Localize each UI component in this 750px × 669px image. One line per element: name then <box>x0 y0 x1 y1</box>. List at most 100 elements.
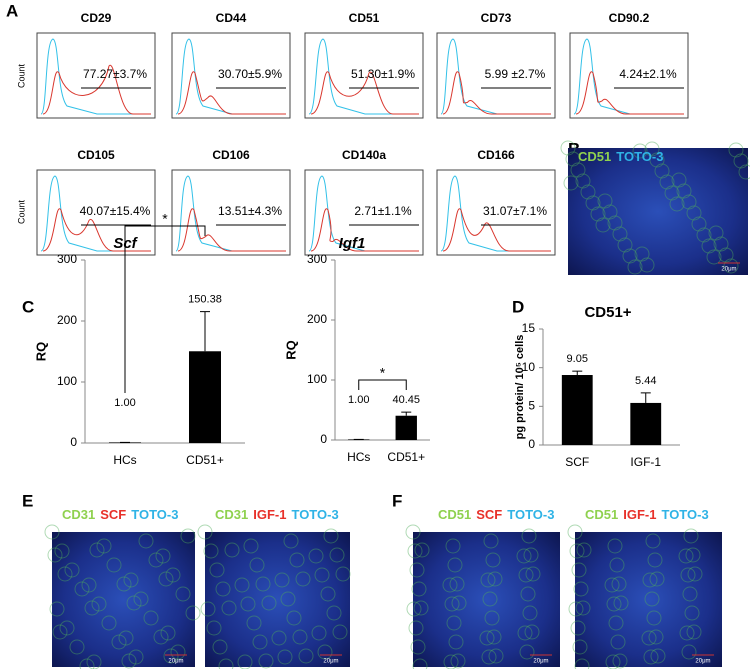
cell <box>323 528 339 544</box>
cell <box>59 620 75 636</box>
cell <box>106 557 122 573</box>
scale-label: 20μm <box>323 659 338 665</box>
cell <box>678 548 694 564</box>
stain-name: SCF <box>100 507 126 522</box>
plot-frame <box>436 32 556 119</box>
cell <box>570 620 586 636</box>
cell <box>277 649 293 665</box>
marker-title: CD51 <box>349 11 380 25</box>
significance-mark: * <box>162 211 168 227</box>
cell <box>520 586 536 602</box>
cell <box>479 630 495 646</box>
cell <box>252 634 268 650</box>
cell <box>617 237 633 253</box>
cell <box>572 639 588 655</box>
y-tick-label: 200 <box>307 312 327 326</box>
cell <box>608 615 624 631</box>
y-tick-label: 0 <box>528 437 535 451</box>
cell <box>407 543 423 559</box>
cell <box>573 581 589 597</box>
cell <box>708 225 724 241</box>
cell <box>691 216 707 232</box>
cell <box>96 538 112 554</box>
cell <box>133 591 149 607</box>
cell <box>197 524 213 540</box>
cell <box>569 543 585 559</box>
cell <box>123 572 139 588</box>
stain-name: TOTO-3 <box>507 507 554 522</box>
cell <box>585 195 601 211</box>
cell <box>317 644 333 660</box>
stat-label: 31.07±7.1% <box>483 204 547 218</box>
cell <box>611 576 627 592</box>
cell <box>733 153 749 169</box>
stain-name: CD51 <box>585 507 618 522</box>
cell <box>148 552 164 568</box>
cell <box>74 581 90 597</box>
cell <box>488 648 504 664</box>
stain-legend: CD51 IGF-1 TOTO-3 <box>585 507 709 522</box>
cell <box>682 586 698 602</box>
cell <box>634 246 650 262</box>
bar <box>561 375 593 445</box>
bar <box>189 351 221 443</box>
scale-label: 20μm <box>721 267 736 273</box>
cell <box>44 524 60 540</box>
plot-frame <box>171 32 291 119</box>
cell <box>442 577 458 593</box>
cell <box>234 577 250 593</box>
cell <box>718 247 734 263</box>
y-axis-label: RQ <box>283 340 298 360</box>
cell <box>486 629 502 645</box>
cell <box>687 566 703 582</box>
cell <box>713 236 729 252</box>
stain-name: TOTO-3 <box>616 149 663 164</box>
cell <box>481 649 497 665</box>
cell <box>413 600 429 616</box>
histogram-sample <box>442 208 551 252</box>
stain-legend: CD51 TOTO-3 <box>578 149 663 164</box>
cell <box>54 543 70 559</box>
x-tick-label: CD51+ <box>387 450 425 464</box>
cell <box>517 625 533 641</box>
micrograph <box>575 532 722 667</box>
cell <box>683 528 699 544</box>
histogram-control <box>175 175 286 252</box>
marker-title: CD90.2 <box>609 11 650 25</box>
plot-frame <box>304 32 424 119</box>
cell <box>650 648 666 664</box>
y-axis-label: pg protein/ 10⁵ cells <box>514 335 526 440</box>
y-tick-label: 10 <box>522 360 536 374</box>
cell <box>563 175 579 191</box>
cell <box>89 542 105 558</box>
cell <box>47 547 63 563</box>
plot-frame <box>436 169 556 256</box>
stain-legend: CD31 IGF-1 TOTO-3 <box>215 507 339 522</box>
histogram-sample <box>42 208 151 252</box>
cell <box>258 653 274 669</box>
x-tick-label: HCs <box>113 453 136 467</box>
plot-frame <box>36 32 156 119</box>
cell <box>648 629 664 645</box>
cell <box>203 543 219 559</box>
cell <box>158 571 174 587</box>
cell <box>212 639 228 655</box>
cell <box>604 577 620 593</box>
cell <box>523 547 539 563</box>
value-label: 5.44 <box>635 375 656 387</box>
stat-label: 5.99 ±2.7% <box>485 67 546 81</box>
cell <box>686 205 702 221</box>
stain-name: CD51 <box>578 149 611 164</box>
plot-frame <box>36 169 156 256</box>
cell <box>576 542 592 558</box>
cell <box>450 653 466 669</box>
cell <box>286 610 302 626</box>
cell <box>669 196 685 212</box>
cell <box>613 595 629 611</box>
cell <box>649 571 665 587</box>
chart-title: Igf1 <box>339 235 366 252</box>
stain-legend: CD31 SCF TOTO-3 <box>62 507 178 522</box>
cell <box>602 204 618 220</box>
cell <box>326 605 342 621</box>
cell <box>308 548 324 564</box>
